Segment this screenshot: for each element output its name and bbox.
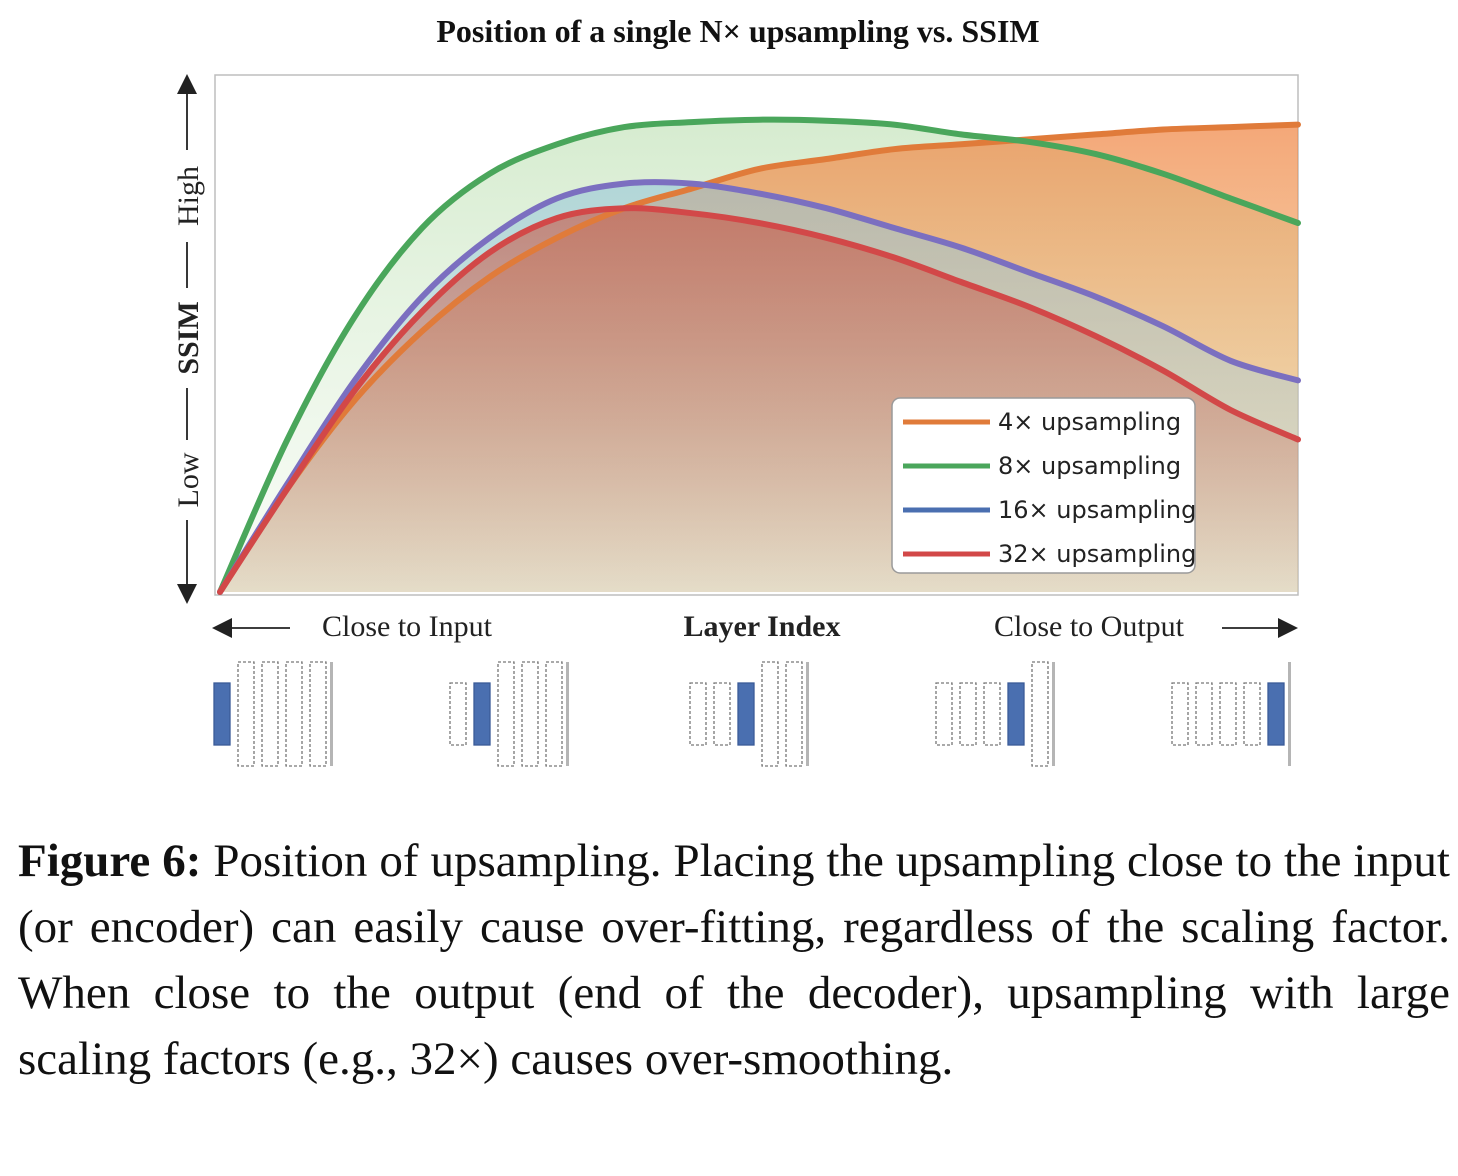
network-diagram-3 bbox=[689, 661, 809, 767]
series-line-4 bbox=[217, 205, 1301, 595]
layer-block bbox=[689, 682, 707, 746]
upsampling-block bbox=[1007, 682, 1025, 746]
layer-block bbox=[1031, 661, 1049, 767]
layer-block bbox=[521, 661, 539, 767]
layer-block bbox=[545, 661, 563, 767]
legend-label-3: 16× upsampling bbox=[998, 496, 1196, 524]
layer-block bbox=[261, 661, 279, 767]
series-line-2 bbox=[217, 116, 1301, 595]
layer-block bbox=[983, 682, 1001, 746]
layer-block bbox=[785, 661, 803, 767]
legend-box bbox=[891, 397, 1196, 574]
y-axis-label: SSIM bbox=[172, 301, 205, 374]
layer-block bbox=[761, 661, 779, 767]
layer-block bbox=[449, 682, 467, 746]
figure-caption: Figure 6: Position of upsampling. Placin… bbox=[18, 828, 1450, 1092]
series-line-1 bbox=[217, 121, 1301, 595]
legend-label-2: 8× upsampling bbox=[998, 452, 1181, 480]
upsampling-block bbox=[737, 682, 755, 746]
layer-block bbox=[959, 682, 977, 746]
output-bar bbox=[330, 662, 333, 766]
layer-block bbox=[1219, 682, 1237, 746]
layer-block bbox=[935, 682, 953, 746]
x-right-label: Close to Output bbox=[994, 610, 1185, 643]
caption-label: Figure 6: bbox=[18, 835, 202, 887]
layer-block bbox=[285, 661, 303, 767]
chart: Position of a single N× upsampling vs. S… bbox=[170, 13, 1301, 767]
network-diagram-1 bbox=[213, 661, 333, 767]
series-lines bbox=[217, 116, 1301, 595]
y-axis-down-arrowhead bbox=[177, 584, 197, 604]
output-bar bbox=[1288, 662, 1291, 766]
upsampling-block bbox=[1267, 682, 1285, 746]
x-axis-left-arrowhead bbox=[212, 618, 232, 638]
x-axis-right-arrowhead bbox=[1278, 618, 1298, 638]
series-line-3 bbox=[217, 179, 1301, 595]
layer-block bbox=[497, 661, 515, 767]
y-axis-up-arrowhead bbox=[177, 74, 197, 94]
network-diagram-4 bbox=[935, 661, 1055, 767]
layer-block bbox=[1243, 682, 1261, 746]
x-left-label: Close to Input bbox=[322, 610, 493, 643]
output-bar bbox=[1052, 662, 1055, 766]
legend-label-1: 4× upsampling bbox=[998, 408, 1181, 436]
y-low-label: Low bbox=[172, 452, 205, 507]
network-diagram-2 bbox=[449, 661, 569, 767]
output-bar bbox=[806, 662, 809, 766]
legend: 4× upsampling 8× upsampling 16× upsampling… bbox=[891, 397, 1196, 574]
upsampling-block bbox=[473, 682, 491, 746]
chart-title: Position of a single N× upsampling vs. S… bbox=[436, 13, 1039, 49]
layer-block bbox=[1171, 682, 1189, 746]
output-bar bbox=[566, 662, 569, 766]
x-axis: Close to Input Layer Index Close to Outp… bbox=[212, 610, 1298, 643]
layer-block bbox=[309, 661, 327, 767]
x-axis-label: Layer Index bbox=[684, 610, 841, 643]
figure: Position of a single N× upsampling vs. S… bbox=[18, 13, 1450, 1085]
caption-text: Position of upsampling. Placing the upsa… bbox=[18, 835, 1450, 1085]
layer-block bbox=[1195, 682, 1213, 746]
upsampling-block bbox=[213, 682, 231, 746]
y-high-label: High bbox=[172, 166, 205, 226]
layer-block bbox=[237, 661, 255, 767]
y-axis: High SSIM Low bbox=[170, 74, 205, 604]
network-diagrams bbox=[213, 661, 1291, 767]
network-diagram-5 bbox=[1171, 662, 1291, 766]
legend-label-4: 32× upsampling bbox=[998, 540, 1196, 568]
layer-block bbox=[713, 682, 731, 746]
